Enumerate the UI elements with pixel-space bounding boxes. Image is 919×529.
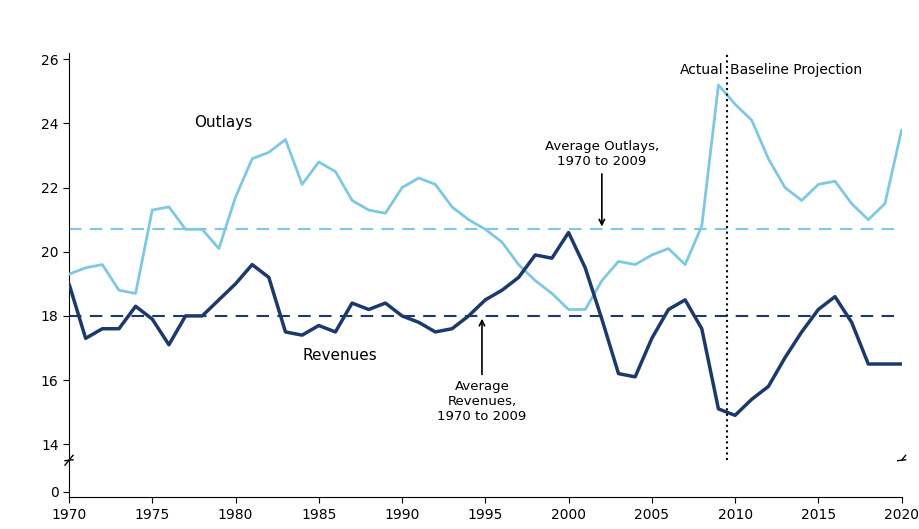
Text: Actual: Actual xyxy=(679,62,722,77)
Text: Average Outlays,
1970 to 2009: Average Outlays, 1970 to 2009 xyxy=(544,140,658,225)
Text: Baseline Projection: Baseline Projection xyxy=(730,62,861,77)
Text: Outlays: Outlays xyxy=(194,115,252,130)
Text: Revenues: Revenues xyxy=(301,348,377,363)
Text: Average
Revenues,
1970 to 2009: Average Revenues, 1970 to 2009 xyxy=(437,321,526,423)
